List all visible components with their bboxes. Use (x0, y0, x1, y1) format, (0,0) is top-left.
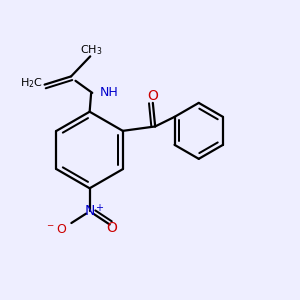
Text: H$_2$C: H$_2$C (20, 76, 43, 90)
Text: O: O (148, 89, 159, 103)
Text: +: + (95, 203, 104, 213)
Text: $^-$O: $^-$O (45, 223, 67, 236)
Text: O: O (106, 221, 118, 235)
Text: CH$_3$: CH$_3$ (80, 43, 102, 57)
Text: NH: NH (99, 86, 118, 99)
Text: N: N (85, 204, 95, 218)
